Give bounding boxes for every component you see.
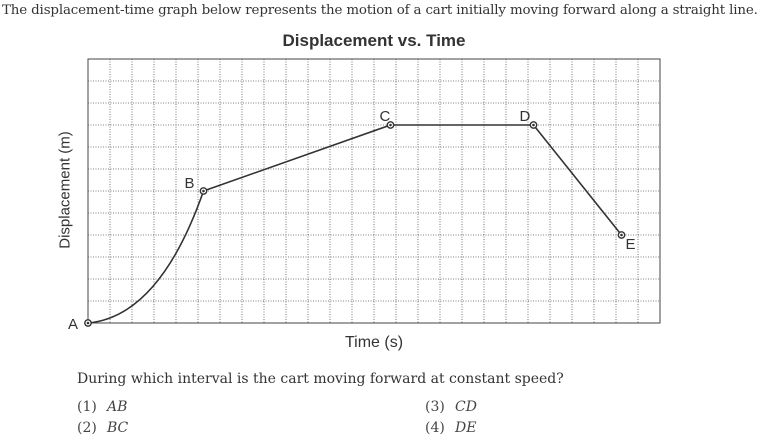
- graph-points: A B C D E: [68, 108, 636, 333]
- choice-3-number: (3): [425, 399, 445, 415]
- x-axis-label: Time (s): [344, 334, 404, 351]
- point-E-center: [620, 233, 623, 237]
- choice-4-number: (4): [425, 420, 445, 436]
- grid: [87, 58, 661, 324]
- question-prompt: During which interval is the cart moving…: [77, 371, 564, 387]
- intro-text: The displacement-time graph below repres…: [2, 3, 758, 18]
- point-C-center: [389, 123, 392, 127]
- choice-1-text: AB: [107, 399, 128, 415]
- point-label-A: A: [68, 316, 78, 333]
- choice-3[interactable]: (3) CD: [425, 399, 477, 415]
- graph-curve: [87, 124, 623, 324]
- segment-AB: [87, 190, 205, 324]
- choice-1[interactable]: (1) AB: [77, 399, 127, 415]
- point-D-center: [532, 123, 535, 127]
- segment-DE: [532, 124, 623, 236]
- choice-3-text: CD: [455, 399, 477, 415]
- segment-BC: [203, 124, 391, 192]
- choice-4[interactable]: (4) DE: [425, 420, 476, 436]
- point-label-C: C: [380, 108, 391, 125]
- choice-2-text: BC: [107, 420, 129, 436]
- chart-title: Displacement vs. Time: [282, 31, 466, 50]
- choice-4-text: DE: [455, 420, 477, 436]
- point-B-center: [202, 189, 205, 193]
- choice-1-number: (1): [77, 399, 97, 415]
- choice-2-number: (2): [77, 420, 97, 436]
- point-label-E: E: [626, 236, 636, 253]
- point-label-B: B: [185, 175, 195, 192]
- point-A-center: [86, 321, 90, 325]
- choice-2[interactable]: (2) BC: [77, 420, 128, 436]
- point-label-D: D: [520, 108, 531, 125]
- plot-border: [87, 58, 661, 324]
